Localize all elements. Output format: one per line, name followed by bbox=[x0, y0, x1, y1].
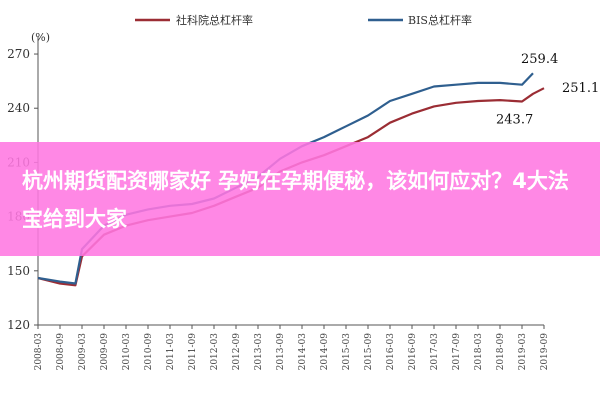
x-tick-label: 2015-09 bbox=[364, 333, 374, 371]
x-tick-label: 2010-03 bbox=[122, 333, 132, 371]
data-label: 259.4 bbox=[521, 52, 558, 67]
headline-banner[interactable]: 杭州期货配资哪家好 孕妈在孕期便秘，该如何应对？4大法宝给到大家 bbox=[0, 142, 600, 256]
x-tick-label: 2012-03 bbox=[210, 333, 220, 371]
y-tick-label: 150 bbox=[7, 264, 30, 278]
x-tick-label: 2009-09 bbox=[100, 333, 110, 371]
y-axis-unit: (%) bbox=[31, 31, 50, 44]
chart-axes: 1201501802102402702008-032008-092009-032… bbox=[7, 37, 550, 370]
x-tick-label: 2014-03 bbox=[298, 333, 308, 371]
x-tick-label: 2016-03 bbox=[386, 333, 396, 371]
x-tick-label: 2012-09 bbox=[232, 333, 242, 371]
y-tick-label: 120 bbox=[7, 318, 30, 332]
data-label: 251.1 bbox=[562, 81, 599, 96]
y-tick-label: 270 bbox=[7, 47, 30, 61]
legend-label-series-2: BIS总杠杆率 bbox=[408, 13, 472, 27]
x-tick-label: 2016-09 bbox=[408, 333, 418, 371]
x-tick-label: 2013-03 bbox=[254, 333, 264, 371]
x-tick-label: 2015-03 bbox=[342, 333, 352, 371]
x-tick-label: 2018-03 bbox=[474, 333, 484, 371]
x-tick-label: 2018-09 bbox=[496, 333, 506, 371]
x-tick-label: 2014-09 bbox=[320, 333, 330, 371]
x-tick-label: 2011-09 bbox=[188, 333, 198, 371]
y-tick-label: 240 bbox=[7, 101, 30, 115]
data-label: 243.7 bbox=[496, 113, 533, 128]
x-tick-label: 2008-09 bbox=[56, 333, 66, 371]
x-tick-label: 2011-03 bbox=[166, 333, 176, 371]
x-tick-label: 2008-03 bbox=[34, 333, 44, 371]
x-tick-label: 2017-03 bbox=[430, 333, 440, 371]
x-tick-label: 2013-09 bbox=[276, 333, 286, 371]
x-tick-label: 2009-03 bbox=[78, 333, 88, 371]
legend-label-series-1: 社科院总杠杆率 bbox=[176, 13, 253, 27]
x-tick-label: 2019-03 bbox=[518, 333, 528, 371]
chart-annotations: 259.4 251.1 243.7 bbox=[496, 52, 599, 127]
legend: 社科院总杠杆率 BIS总杠杆率 bbox=[135, 13, 472, 27]
x-tick-label: 2019-09 bbox=[540, 333, 550, 371]
x-tick-label: 2010-09 bbox=[144, 333, 154, 371]
x-tick-label: 2017-09 bbox=[452, 333, 462, 371]
